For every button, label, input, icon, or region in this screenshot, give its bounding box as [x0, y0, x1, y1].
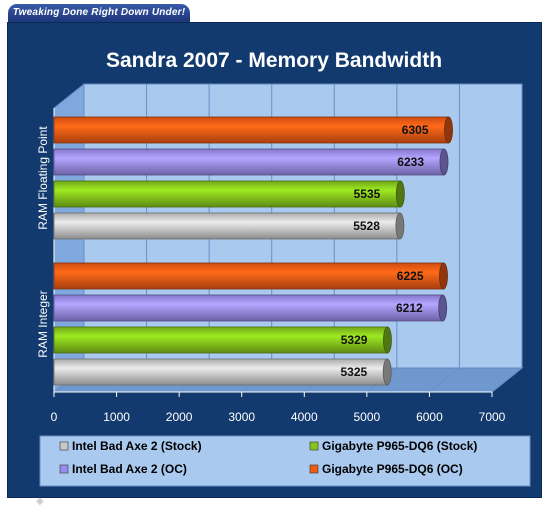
- bar-gigabyte-p965-dq6-stock-ram-floating-point: [53, 180, 401, 208]
- bars-group: [53, 116, 453, 386]
- bar-intel-bad-axe-2-oc-ram-floating-point: [53, 148, 445, 176]
- data-label: 5329: [341, 333, 368, 347]
- legend-swatch: [59, 464, 69, 474]
- bar-end-cap: [395, 180, 405, 208]
- bar-intel-bad-axe-2-oc-ram-integer: [53, 294, 444, 322]
- bar-end-cap: [438, 294, 448, 322]
- bar-end-cap: [444, 116, 453, 144]
- data-label: 6233: [397, 155, 424, 169]
- legend-label: Gigabyte P965-DQ6 (OC): [322, 462, 463, 476]
- bar-end-cap: [382, 358, 392, 386]
- chart-title: Sandra 2007 - Memory Bandwidth: [106, 49, 442, 72]
- y-category-label: RAM Integer: [36, 290, 50, 357]
- legend-label: Intel Bad Axe 2 (Stock): [72, 439, 202, 453]
- x-tick-label: 6000: [416, 410, 443, 424]
- bar-gigabyte-p965-dq6-oc-ram-integer: [53, 262, 444, 290]
- footer-mark: ◆: [36, 496, 44, 507]
- data-label: 6225: [397, 269, 424, 283]
- data-label: 5528: [353, 219, 380, 233]
- bar-end-cap: [383, 326, 392, 354]
- x-tick-label: 5000: [354, 410, 381, 424]
- legend-label: Intel Bad Axe 2 (OC): [72, 462, 187, 476]
- bar-end-cap: [439, 262, 448, 290]
- data-label: 5535: [354, 187, 381, 201]
- x-tick-label: 2000: [166, 410, 193, 424]
- bar-end-cap: [439, 148, 449, 176]
- gridline-floor: [491, 367, 523, 393]
- bar-gigabyte-p965-dq6-stock-ram-integer: [53, 326, 388, 354]
- data-label: 6212: [396, 301, 423, 315]
- bar-intel-bad-axe-2-stock-ram-integer: [53, 358, 388, 386]
- legend-label: Gigabyte P965-DQ6 (Stock): [322, 439, 477, 453]
- tagline-tab: Tweaking Done Right Down Under!: [8, 4, 190, 22]
- data-label: 6305: [402, 123, 429, 137]
- x-tick-label: 7000: [479, 410, 506, 424]
- x-tick-label: 0: [51, 410, 58, 424]
- legend: Intel Bad Axe 2 (Stock) Gigabyte P965-DQ6…: [39, 435, 531, 487]
- y-category-label: RAM Floating Point: [36, 126, 50, 230]
- legend-swatch: [309, 464, 319, 474]
- data-label: 5325: [340, 365, 367, 379]
- x-tick-label: 3000: [228, 410, 255, 424]
- x-tick-label: 1000: [103, 410, 130, 424]
- legend-swatch: [309, 441, 319, 451]
- bar-intel-bad-axe-2-stock-ram-floating-point: [53, 212, 401, 240]
- bar-gigabyte-p965-dq6-oc-ram-floating-point: [53, 116, 449, 144]
- bar-end-cap: [395, 212, 405, 240]
- legend-swatch: [59, 441, 69, 451]
- legend-box: [39, 435, 531, 487]
- x-tick-label: 4000: [291, 410, 318, 424]
- labels-group: 0 1000 2000 3000 4000 5000 6000 7000 6305 6233 553…: [36, 123, 506, 424]
- gridline-floor: [429, 367, 460, 393]
